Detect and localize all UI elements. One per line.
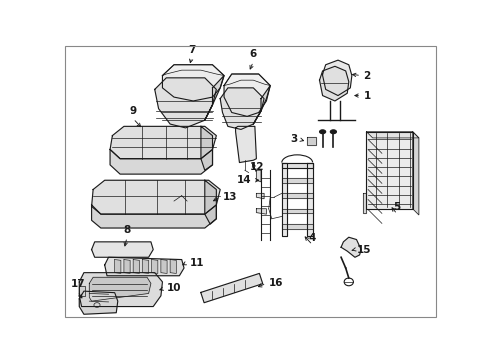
Polygon shape xyxy=(133,260,139,274)
Polygon shape xyxy=(91,205,216,228)
Text: 5: 5 xyxy=(393,202,400,212)
Text: 12: 12 xyxy=(249,162,264,172)
Polygon shape xyxy=(79,291,118,314)
Polygon shape xyxy=(161,260,167,274)
Text: 16: 16 xyxy=(268,278,283,288)
Polygon shape xyxy=(281,209,312,213)
Polygon shape xyxy=(162,65,224,76)
Polygon shape xyxy=(91,242,153,257)
Polygon shape xyxy=(204,180,216,224)
Polygon shape xyxy=(362,193,366,213)
Text: 7: 7 xyxy=(187,45,195,55)
Polygon shape xyxy=(104,257,183,276)
Polygon shape xyxy=(79,273,162,306)
Text: 6: 6 xyxy=(249,49,256,59)
Text: 3: 3 xyxy=(289,134,297,144)
Polygon shape xyxy=(319,66,348,101)
Polygon shape xyxy=(235,126,256,163)
Text: 15: 15 xyxy=(357,244,371,255)
Polygon shape xyxy=(306,137,316,145)
Polygon shape xyxy=(110,126,216,159)
Polygon shape xyxy=(204,76,224,120)
Polygon shape xyxy=(412,132,418,215)
Polygon shape xyxy=(110,149,212,174)
Text: 11: 11 xyxy=(189,258,203,267)
Text: 10: 10 xyxy=(167,283,181,293)
Polygon shape xyxy=(123,260,130,274)
Polygon shape xyxy=(306,163,312,236)
Polygon shape xyxy=(201,273,262,303)
Polygon shape xyxy=(151,260,158,274)
Text: 14: 14 xyxy=(236,175,250,185)
Polygon shape xyxy=(224,74,270,116)
Text: 13: 13 xyxy=(222,192,237,202)
Ellipse shape xyxy=(329,130,336,134)
Polygon shape xyxy=(322,60,351,95)
Polygon shape xyxy=(256,209,266,214)
Ellipse shape xyxy=(319,130,325,134)
Polygon shape xyxy=(341,237,360,257)
Polygon shape xyxy=(366,132,412,209)
Text: 2: 2 xyxy=(363,71,370,81)
Text: 8: 8 xyxy=(123,225,130,235)
Text: 9: 9 xyxy=(129,106,137,116)
Polygon shape xyxy=(201,126,212,170)
Polygon shape xyxy=(281,224,312,229)
Polygon shape xyxy=(162,65,224,101)
Polygon shape xyxy=(256,193,264,199)
Text: 4: 4 xyxy=(308,233,316,243)
Text: 17: 17 xyxy=(70,279,85,289)
Polygon shape xyxy=(115,260,121,274)
Polygon shape xyxy=(220,88,264,130)
Polygon shape xyxy=(366,132,418,138)
Polygon shape xyxy=(170,260,176,274)
Polygon shape xyxy=(224,74,270,86)
Polygon shape xyxy=(91,180,220,214)
Polygon shape xyxy=(256,170,261,182)
Polygon shape xyxy=(281,163,312,168)
Polygon shape xyxy=(89,277,151,301)
Polygon shape xyxy=(253,86,270,124)
Polygon shape xyxy=(281,193,312,198)
Polygon shape xyxy=(142,260,148,274)
Polygon shape xyxy=(154,78,216,128)
Polygon shape xyxy=(281,178,312,183)
Polygon shape xyxy=(281,163,286,236)
Text: 1: 1 xyxy=(363,91,370,100)
Polygon shape xyxy=(79,286,85,296)
